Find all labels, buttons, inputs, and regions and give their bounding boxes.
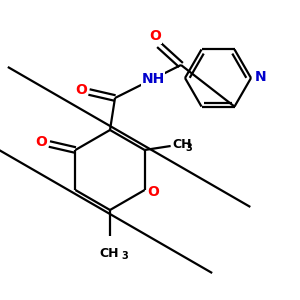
Text: O: O: [148, 185, 160, 199]
Text: CH: CH: [172, 137, 192, 151]
Text: 3: 3: [186, 143, 192, 153]
Text: N: N: [255, 70, 267, 84]
Text: O: O: [75, 83, 87, 97]
Text: NH: NH: [141, 72, 165, 86]
Text: CH: CH: [99, 247, 119, 260]
Text: O: O: [35, 135, 47, 149]
Text: O: O: [149, 29, 161, 43]
Text: 3: 3: [121, 251, 128, 261]
